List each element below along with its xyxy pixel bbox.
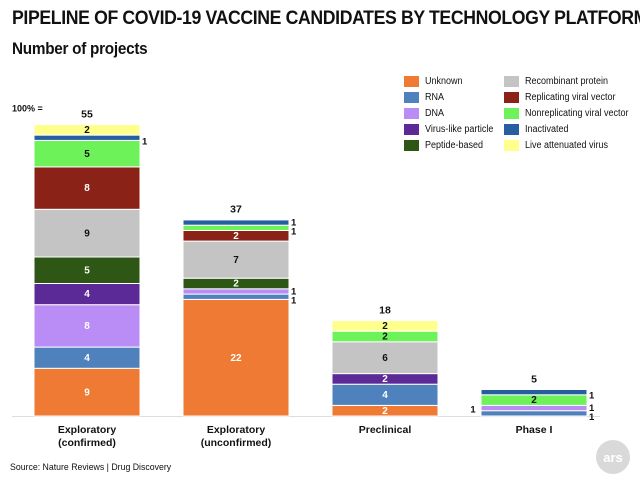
segment-value-label: 22 — [230, 353, 242, 364]
legend-swatch — [404, 91, 419, 103]
segment-value-label-outside: 1 — [589, 403, 595, 414]
legend-item-dna: DNA — [404, 106, 446, 120]
segment-value-label: 8 — [84, 321, 90, 332]
bar-segment-live-attenuated-virus — [331, 320, 439, 332]
bar-segment-peptide-based — [33, 256, 141, 284]
bar-segment-dna — [33, 304, 141, 348]
legend-swatch — [504, 75, 519, 87]
legend-item-inactivated: Inactivated — [504, 122, 573, 136]
bar-segment-recombinant-protein — [331, 341, 439, 375]
legend-item-unknown: Unknown — [404, 74, 467, 88]
legend-label: Virus-like particle — [425, 123, 494, 135]
bar-segment-rna — [480, 410, 588, 417]
segment-value-label-outside: 1 — [291, 226, 297, 237]
legend-swatch — [504, 107, 519, 119]
segment-value-label: 2 — [382, 321, 388, 332]
segment-value-label: 6 — [382, 353, 388, 364]
bar-segment-unknown — [33, 367, 141, 417]
bar-total-label: 55 — [81, 108, 93, 120]
segment-value-label: 4 — [382, 390, 388, 401]
legend-swatch — [404, 123, 419, 135]
bar-segment-rna — [182, 293, 290, 300]
segment-value-label: 2 — [382, 406, 388, 417]
bar-segment-live-attenuated-virus — [33, 124, 141, 136]
legend-swatch — [404, 75, 419, 87]
legend-swatch — [504, 139, 519, 151]
segment-value-label: 9 — [84, 228, 90, 239]
bar-total-label: 37 — [230, 204, 242, 216]
category-label: Preclinical — [359, 424, 412, 436]
legend-label: RNA — [425, 91, 445, 103]
segment-value-label: 2 — [531, 395, 537, 406]
segment-value-label: 4 — [84, 353, 90, 364]
legend-item-nonreplicating-viral-vector: Nonreplicating viral vector — [504, 106, 640, 120]
segment-value-label: 2 — [382, 332, 388, 343]
segment-value-label: 4 — [84, 289, 90, 300]
legend-label: Live attenuated virus — [525, 139, 609, 151]
segment-value-label: 9 — [84, 387, 90, 398]
legend-label: Inactivated — [525, 123, 569, 135]
legend-item-rna: RNA — [404, 90, 446, 104]
legend-item-live-attenuated-virus: Live attenuated virus — [504, 138, 617, 152]
segment-value-label-left: 1 — [470, 405, 476, 416]
legend-swatch — [404, 107, 419, 119]
segment-value-label: 2 — [84, 125, 90, 136]
bar-total-label: 5 — [531, 373, 537, 385]
segment-value-label: 8 — [84, 183, 90, 194]
segment-value-label-outside: 1 — [589, 391, 595, 402]
legend-label: Peptide-based — [425, 139, 484, 151]
segment-value-label: 2 — [382, 374, 388, 385]
segment-value-label: 5 — [84, 149, 90, 160]
bar-segment-inactivated — [182, 219, 290, 226]
legend-item-replicating-viral-vector: Replicating viral vector — [504, 90, 626, 104]
segment-value-label-outside: 1 — [291, 217, 297, 228]
segment-value-label: 2 — [233, 279, 239, 290]
segment-value-label: 7 — [233, 255, 239, 266]
legend-swatch — [404, 139, 419, 151]
legend-item-virus-like-particle: Virus-like particle — [404, 122, 501, 136]
legend-label: Nonreplicating viral vector — [525, 107, 629, 119]
segment-value-label: 2 — [233, 231, 239, 242]
category-label: Phase I — [516, 424, 553, 436]
legend-label: Recombinant protein — [525, 75, 609, 87]
bar-segment-inactivated — [480, 389, 588, 396]
legend-item-recombinant-protein: Recombinant protein — [504, 74, 617, 88]
legend: Unknown RNA DNA Virus-like particle Peptide-… — [404, 74, 634, 156]
category-label: (unconfirmed) — [201, 437, 272, 449]
bar-segment-nonreplicating-viral-vector — [33, 139, 141, 168]
legend-label: DNA — [425, 107, 445, 119]
legend-swatch — [504, 123, 519, 135]
category-label: Exploratory — [58, 424, 117, 436]
legend-swatch — [504, 91, 519, 103]
category-label: Exploratory — [207, 424, 266, 436]
logo-text: ars — [603, 449, 623, 465]
legend-label: Replicating viral vector — [525, 91, 616, 103]
scale-label: 100% = — [12, 103, 43, 113]
source-note: Source: Nature Reviews | Drug Discovery — [10, 462, 172, 473]
segment-value-label: 5 — [84, 265, 90, 276]
bar-segment-recombinant-protein — [33, 208, 141, 258]
segment-value-label-outside: 1 — [589, 412, 595, 423]
bar-segment-nonreplicating-viral-vector — [182, 224, 290, 231]
chart-title: PIPELINE OF COVID-19 VACCINE CANDIDATES … — [12, 8, 640, 29]
chart-subtitle: Number of projects — [12, 39, 148, 58]
bar-segment-recombinant-protein — [182, 240, 290, 279]
bar-segment-unknown — [182, 298, 290, 417]
segment-value-label-outside: 1 — [291, 286, 297, 297]
ars-logo: ars — [596, 440, 630, 474]
bar-segment-replicating-viral-vector — [33, 166, 141, 210]
segment-value-label-outside: 1 — [291, 295, 297, 306]
bar-total-label: 18 — [379, 304, 391, 316]
category-label: (confirmed) — [58, 437, 116, 449]
segment-value-label-outside: 1 — [142, 136, 148, 147]
legend-item-peptide-based: Peptide-based — [404, 138, 490, 152]
legend-label: Unknown — [425, 75, 463, 87]
